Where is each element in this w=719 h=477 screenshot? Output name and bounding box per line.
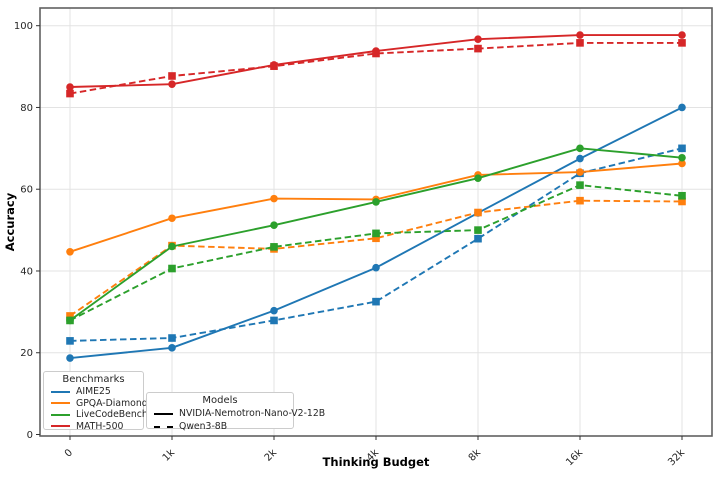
marker-circle bbox=[270, 221, 278, 229]
x-tick-label: 32k bbox=[666, 447, 687, 468]
marker-square bbox=[168, 72, 176, 80]
legend-swatch-solid-line bbox=[154, 412, 173, 415]
marker-square bbox=[372, 229, 380, 238]
marker-circle bbox=[576, 31, 584, 39]
marker-circle bbox=[474, 174, 482, 182]
marker-square bbox=[66, 89, 74, 98]
marker-square bbox=[576, 181, 584, 189]
marker-circle bbox=[474, 35, 482, 43]
legend-item: AIME25 bbox=[51, 386, 136, 398]
x-tick-label: 1k bbox=[161, 447, 178, 464]
marker-circle bbox=[372, 263, 380, 272]
legend-item: MATH-500 bbox=[51, 421, 136, 433]
legend-swatch-solid-line bbox=[51, 413, 70, 416]
marker-square bbox=[576, 39, 584, 47]
marker-square bbox=[678, 39, 686, 47]
marker-circle bbox=[678, 103, 686, 112]
marker-square bbox=[678, 197, 686, 206]
legend-swatch-solid-line bbox=[51, 425, 70, 428]
marker-square bbox=[474, 44, 482, 53]
marker-circle bbox=[372, 198, 380, 206]
x-tick-label: 16k bbox=[564, 447, 585, 468]
legend-models: Models NVIDIA-Nemotron-Nano-V2-12B Qwen3-… bbox=[146, 392, 325, 432]
marker-square bbox=[66, 337, 74, 345]
x-tick-label: 0 bbox=[63, 447, 75, 459]
marker-circle bbox=[66, 354, 74, 362]
marker-square bbox=[270, 62, 278, 70]
marker-square bbox=[576, 196, 584, 205]
y-tick-label: 60 bbox=[20, 185, 33, 196]
legend-item-label: Qwen3-8B bbox=[179, 421, 228, 432]
marker-square bbox=[474, 234, 482, 243]
x-tick-label: 2k bbox=[263, 447, 280, 464]
marker-square bbox=[372, 49, 380, 58]
marker-circle bbox=[576, 154, 584, 163]
legend-swatch-solid-line bbox=[51, 402, 70, 405]
y-axis-title: Accuracy bbox=[3, 192, 17, 251]
legend-item-label: MATH-500 bbox=[76, 420, 124, 432]
marker-circle bbox=[678, 159, 686, 168]
y-tick-label: 40 bbox=[20, 266, 33, 277]
marker-circle bbox=[66, 247, 74, 256]
marker-circle bbox=[678, 153, 686, 162]
y-tick-label: 20 bbox=[20, 348, 33, 359]
marker-square bbox=[372, 234, 380, 243]
legend-benchmarks-title: Benchmarks bbox=[62, 374, 125, 385]
marker-square bbox=[270, 316, 278, 325]
y-tick-label: 0 bbox=[27, 430, 33, 441]
marker-square bbox=[66, 316, 74, 325]
legend-item-label: LiveCodeBench v5 bbox=[76, 409, 163, 421]
legend-item: LiveCodeBench v5 bbox=[51, 409, 162, 421]
x-tick-label: 8k bbox=[467, 447, 484, 464]
y-tick-label: 100 bbox=[14, 21, 33, 32]
legend-item: GPQA-Diamond bbox=[51, 398, 148, 410]
legend-item-label: NVIDIA-Nemotron-Nano-V2-12B bbox=[179, 408, 326, 419]
marker-square bbox=[678, 191, 686, 200]
marker-circle bbox=[168, 214, 176, 223]
marker-circle bbox=[270, 194, 278, 203]
marker-circle bbox=[576, 144, 584, 153]
x-axis-title: Thinking Budget bbox=[323, 455, 430, 469]
marker-square bbox=[168, 264, 176, 273]
marker-square bbox=[678, 144, 686, 153]
marker-square bbox=[372, 297, 380, 306]
legend-swatch-dashed-line bbox=[154, 425, 173, 428]
legend-benchmarks: Benchmarks AIME25 GPQA-Diamond LiveCodeBen… bbox=[43, 371, 162, 433]
marker-circle bbox=[168, 344, 176, 352]
legend-item: NVIDIA-Nemotron-Nano-V2-12B bbox=[154, 407, 325, 420]
marker-circle bbox=[576, 168, 584, 176]
marker-square bbox=[66, 312, 74, 320]
legend-models-title: Models bbox=[202, 395, 238, 406]
legend-item-label: AIME25 bbox=[76, 386, 111, 398]
marker-circle bbox=[678, 31, 686, 39]
marker-square bbox=[474, 208, 482, 217]
marker-square bbox=[168, 334, 176, 342]
marker-circle bbox=[168, 242, 176, 251]
y-tick-label: 80 bbox=[20, 103, 33, 114]
marker-square bbox=[270, 243, 278, 251]
marker-circle bbox=[270, 306, 278, 315]
legend-swatch-solid-line bbox=[51, 390, 70, 393]
marker-circle bbox=[66, 83, 74, 91]
marker-circle bbox=[168, 80, 176, 88]
legend-item-label: GPQA-Diamond bbox=[76, 397, 148, 409]
legend-item: Qwen3-8B bbox=[154, 420, 286, 433]
marker-square bbox=[474, 226, 482, 234]
